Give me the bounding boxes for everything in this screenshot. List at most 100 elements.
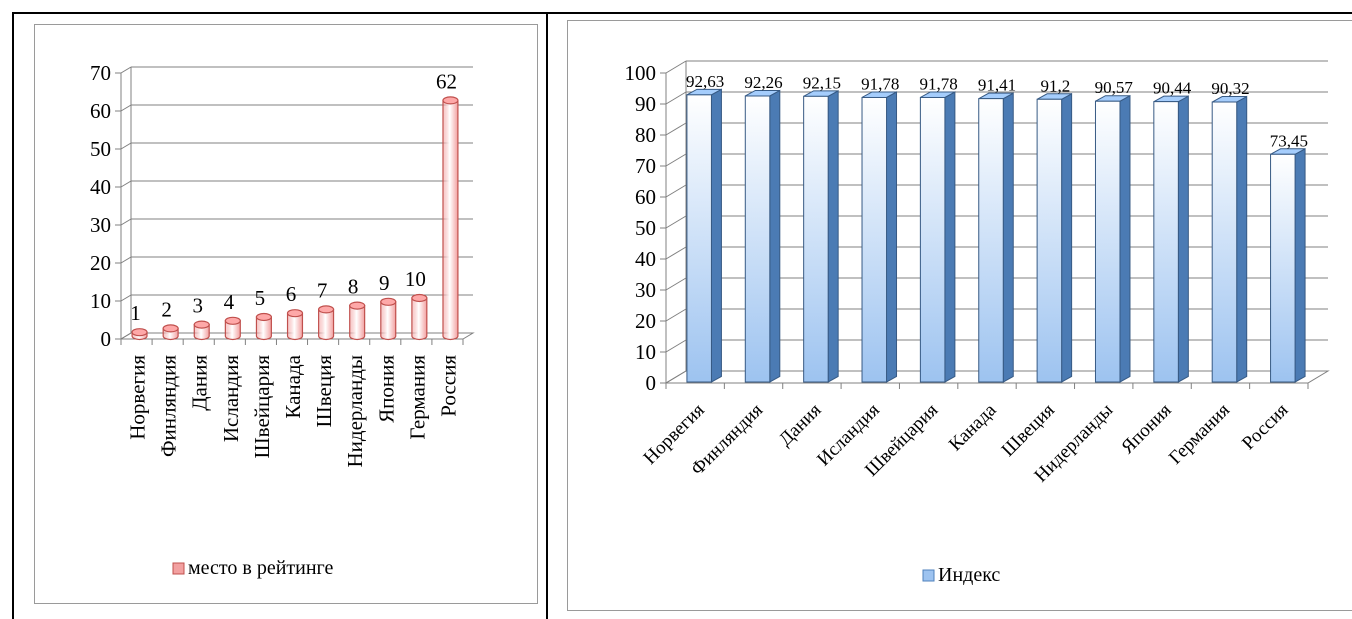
frame-divider — [546, 12, 548, 619]
bar-Норвегия — [131, 328, 148, 341]
y-tick-label: 100 — [625, 61, 657, 85]
grid-diagonal — [665, 60, 687, 74]
floor — [119, 332, 475, 340]
data-label: 73,45 — [1270, 131, 1308, 150]
grid-diagonal — [665, 246, 687, 260]
chart-index-box: 0 10 20 30 40 50 60 70 80 90 100 92,63 Норвегия 92,26… — [567, 20, 1352, 611]
y-tick-label: 70 — [635, 154, 656, 178]
chart-rating-box: 0 10 20 30 40 50 60 70 1 Норвегия 2 Финляндия 3 Дания… — [34, 24, 538, 604]
bar-front — [1153, 101, 1179, 383]
bar-side — [827, 89, 839, 383]
bar-Финляндия — [744, 89, 781, 383]
bar-Финляндия — [162, 324, 179, 341]
bar-front — [1211, 101, 1238, 383]
x-tick-label: Германия — [405, 355, 429, 440]
x-tick-label: Канада — [281, 354, 305, 418]
data-label: 7 — [317, 278, 328, 302]
data-label: 9 — [379, 271, 390, 295]
grid-diagonal — [120, 218, 132, 226]
data-label: 90,57 — [1095, 78, 1134, 97]
grid-diagonal — [120, 294, 132, 302]
y-tick-label: 0 — [646, 371, 657, 395]
bar-Дания — [193, 320, 210, 341]
y-tick-label: 60 — [635, 185, 656, 209]
bar-body — [380, 301, 397, 341]
data-label: 91,41 — [978, 76, 1016, 95]
bar-Россия — [442, 96, 459, 341]
bar-body — [255, 316, 272, 341]
floor — [664, 370, 1330, 384]
bar-front — [1270, 153, 1296, 383]
y-tick-label: 20 — [90, 251, 111, 275]
data-label: 91,78 — [861, 74, 899, 93]
legend-swatch — [172, 562, 185, 575]
x-tick-label: Норвегия — [126, 355, 150, 440]
x-tick-label: Япония — [374, 355, 398, 423]
grid-diagonal — [120, 142, 132, 150]
data-label: 92,15 — [803, 73, 841, 92]
bar-Канада — [978, 92, 1014, 383]
grid-diagonal — [665, 153, 687, 167]
bar-top — [380, 297, 397, 306]
bar-top — [193, 320, 210, 329]
y-tick-label: 40 — [635, 247, 656, 271]
y-tick-label: 0 — [101, 327, 112, 351]
data-label: 92,26 — [744, 73, 782, 92]
x-tick-label: Исландия — [219, 355, 243, 442]
y-tick-label: 80 — [635, 123, 656, 147]
bar-body — [442, 99, 459, 341]
bar-top — [318, 305, 335, 314]
grid-diagonal — [665, 308, 687, 322]
y-tick-label: 20 — [635, 309, 656, 333]
bar-side — [710, 88, 722, 383]
bar-side — [769, 89, 781, 383]
grid-diagonal — [120, 180, 132, 188]
bar-body — [349, 305, 366, 341]
y-tick-label: 60 — [90, 99, 111, 123]
bar-Нидерланды — [349, 301, 366, 341]
grid-diagonal — [665, 339, 687, 353]
bar-Нидерланды — [1094, 94, 1131, 383]
bar-front — [686, 94, 712, 383]
data-label: 6 — [286, 282, 297, 306]
bar-front — [1094, 100, 1121, 383]
x-tick-label: Канада — [945, 399, 1001, 455]
bar-side — [1061, 92, 1073, 383]
bar-front — [861, 96, 888, 383]
bar-body — [318, 308, 335, 341]
y-tick-label: 40 — [90, 175, 111, 199]
frame-left-border — [12, 12, 14, 619]
x-tick-label: Дания — [188, 355, 212, 411]
bar-Швеция — [1036, 92, 1073, 383]
data-label: 5 — [255, 286, 266, 310]
grid-diagonal — [120, 256, 132, 264]
y-tick-label: 10 — [635, 340, 656, 364]
bar-front — [744, 95, 771, 383]
y-tick-label: 30 — [90, 213, 111, 237]
bar-front — [978, 98, 1004, 383]
data-label: 92,63 — [686, 72, 724, 91]
data-label: 91,78 — [920, 74, 958, 93]
bar-side — [1236, 95, 1248, 383]
bar-Норвегия — [686, 88, 722, 383]
grid-diagonal — [665, 122, 687, 136]
data-label: 1 — [130, 301, 141, 325]
bar-Исландия — [224, 316, 241, 341]
bar-side — [1177, 95, 1189, 383]
rating-chart: 0 10 20 30 40 50 60 70 1 Норвегия 2 Финляндия 3 Дания… — [90, 61, 475, 579]
data-label: 90,32 — [1211, 79, 1249, 98]
x-tick-label: Россия — [1238, 400, 1293, 455]
data-label: 8 — [348, 275, 359, 299]
x-tick-label: Россия — [436, 355, 460, 417]
data-label: 3 — [192, 294, 203, 318]
bar-side — [944, 91, 956, 383]
x-tick-label: Швейцария — [250, 355, 274, 459]
x-tick-label: Швеция — [312, 355, 336, 428]
bar-Германия — [1211, 95, 1248, 383]
bar-Швеция — [318, 305, 335, 341]
bar-Япония — [380, 297, 397, 341]
data-label: 91,2 — [1040, 76, 1070, 95]
x-tick-label: Япония — [1117, 400, 1175, 458]
bar-body — [411, 297, 428, 341]
